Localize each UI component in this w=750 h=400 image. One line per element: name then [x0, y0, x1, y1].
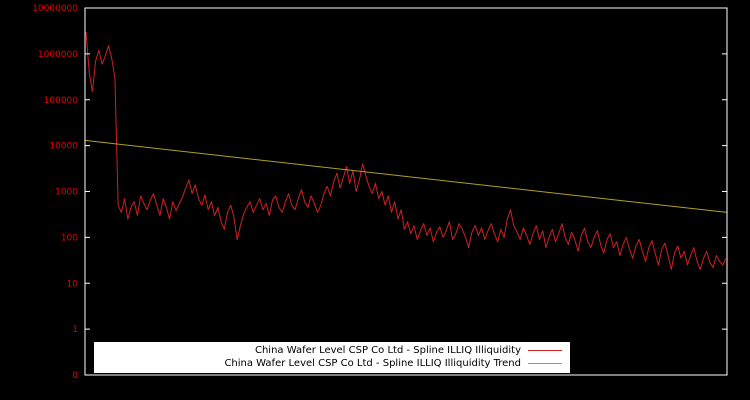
svg-text:1000000: 1000000	[38, 50, 78, 60]
legend-label-illiquidity: China Wafer Level CSP Co Ltd - Spline IL…	[254, 345, 521, 356]
legend-line-sample-yellow	[528, 363, 562, 364]
svg-text:0: 0	[72, 371, 78, 381]
svg-text:10000000: 10000000	[32, 4, 78, 14]
svg-text:10: 10	[67, 279, 79, 289]
svg-text:100: 100	[61, 233, 78, 243]
svg-text:10000: 10000	[49, 142, 78, 152]
chart-legend: China Wafer Level CSP Co Ltd - Spline IL…	[94, 342, 570, 373]
legend-item-trend: China Wafer Level CSP Co Ltd - Spline IL…	[102, 357, 562, 370]
legend-line-sample-red	[528, 350, 562, 351]
svg-text:1: 1	[72, 325, 78, 335]
legend-label-trend: China Wafer Level CSP Co Ltd - Spline IL…	[224, 358, 521, 369]
svg-text:1000: 1000	[55, 188, 78, 198]
legend-item-illiquidity: China Wafer Level CSP Co Ltd - Spline IL…	[102, 344, 562, 357]
svg-text:100000: 100000	[44, 96, 79, 106]
